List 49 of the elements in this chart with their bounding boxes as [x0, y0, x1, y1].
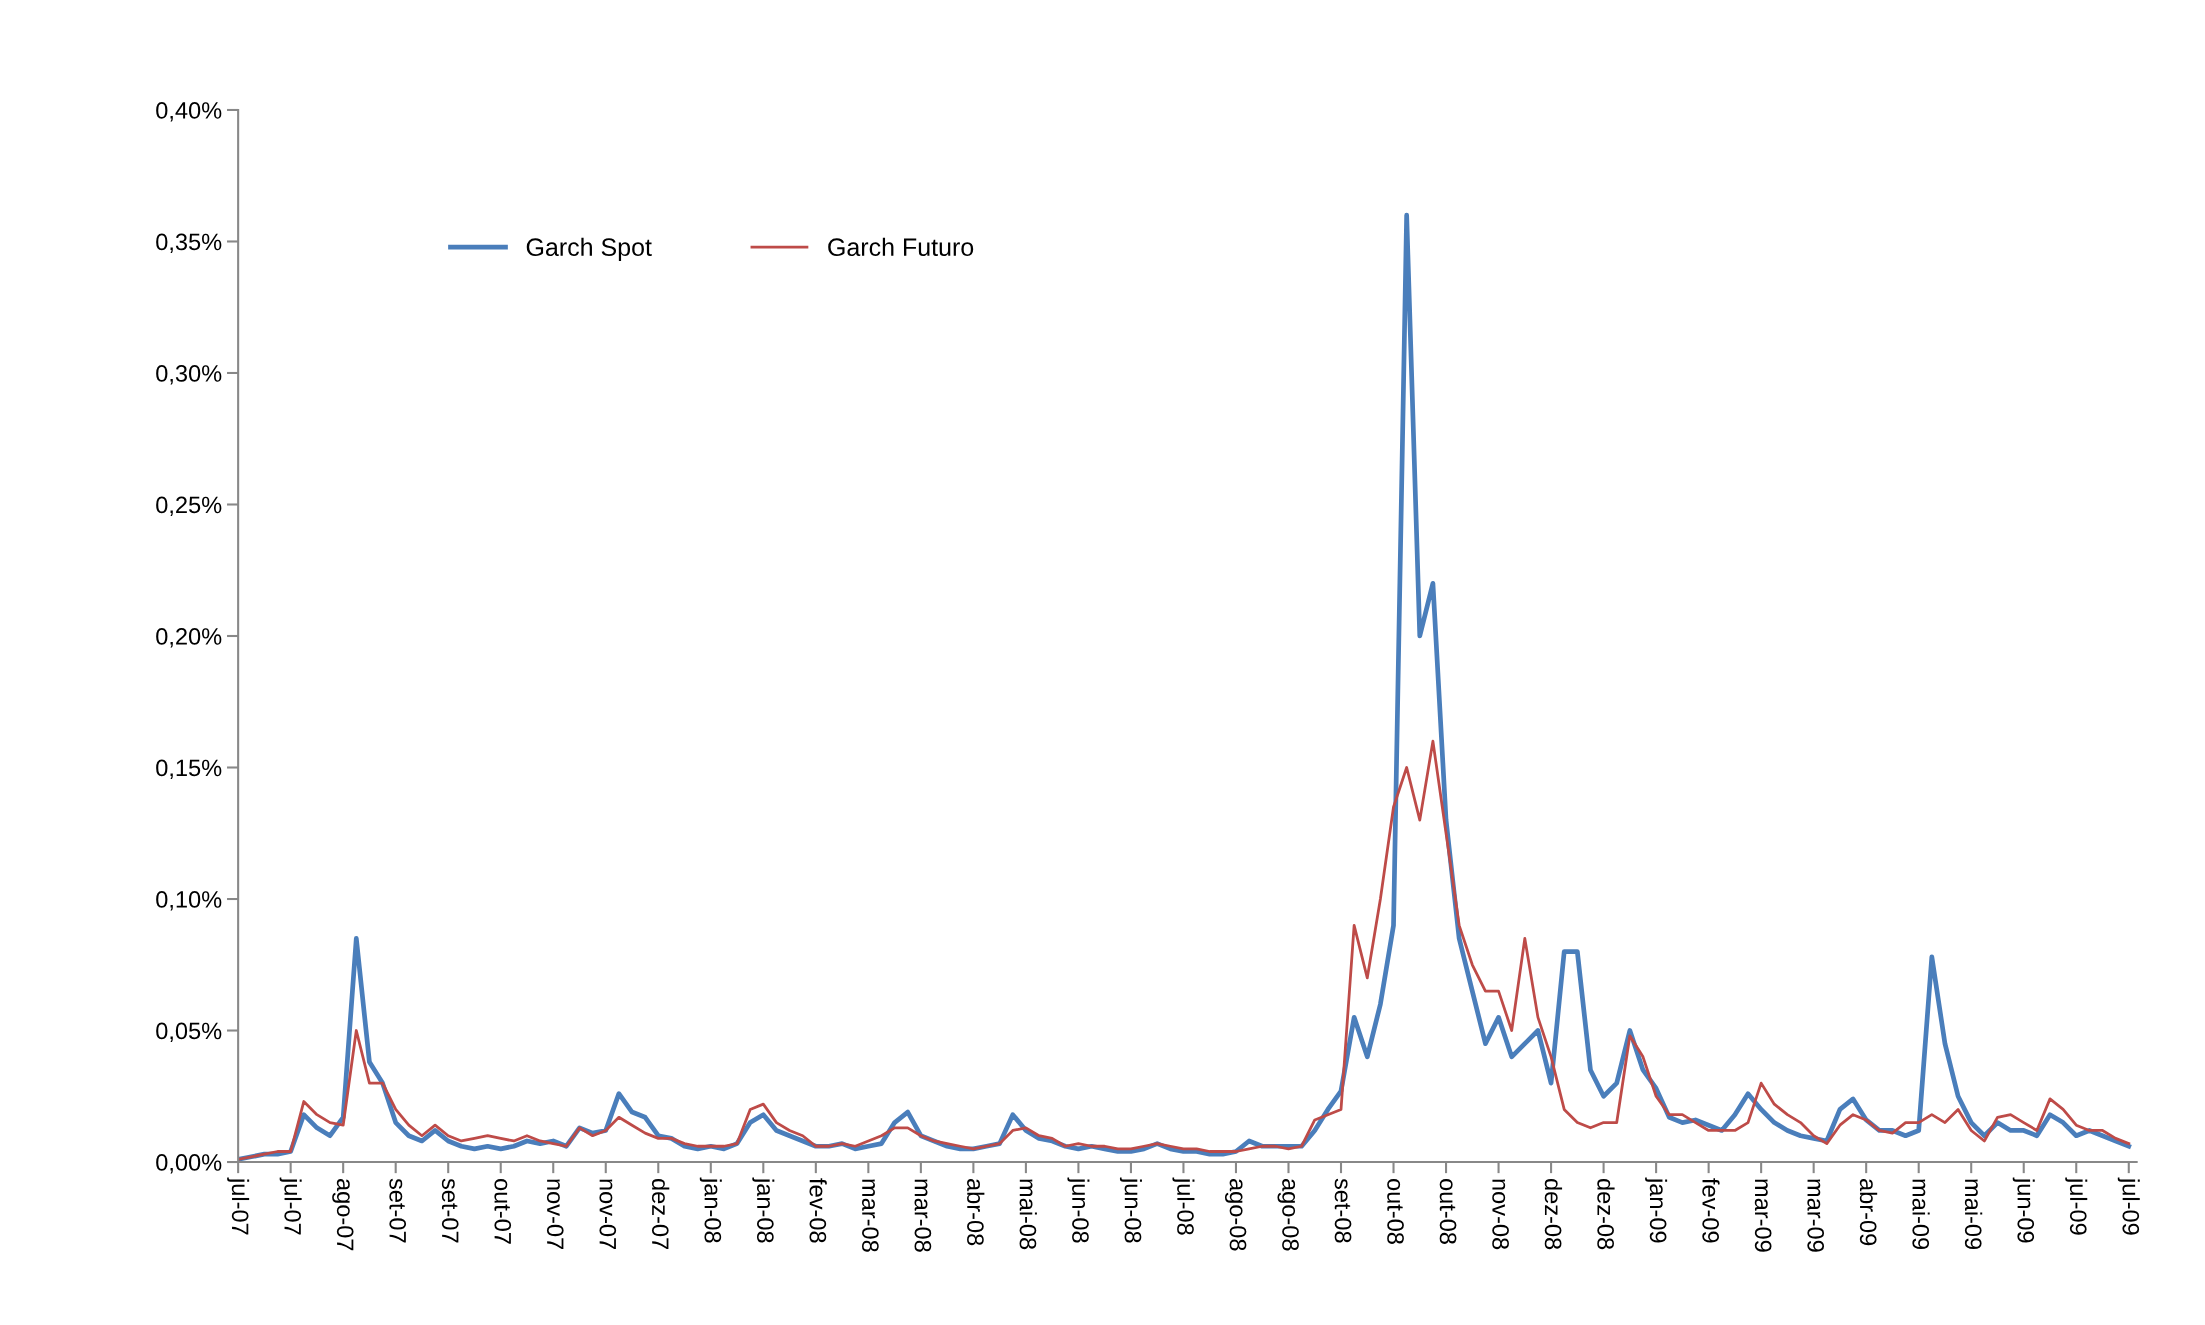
x-tick-label: ago-08	[1277, 1179, 1299, 1251]
y-tick-label: 0,40%	[156, 102, 222, 122]
y-tick-label: 0,10%	[156, 891, 222, 911]
x-tick-label: fev-09	[1702, 1178, 1720, 1243]
x-tick-label: set-07	[389, 1178, 407, 1243]
line-series	[238, 739, 2131, 1161]
x-tick-label: mar-09	[1754, 1179, 1772, 1252]
x-tick-label: out-08	[1439, 1178, 1457, 1244]
y-tick-label: 0,30%	[156, 365, 222, 385]
x-tick-label: jun-08	[1119, 1177, 1142, 1243]
x-tick-label: nov-07	[599, 1179, 617, 1250]
x-tick-label: set-07	[441, 1178, 459, 1243]
y-tick-label: 0,05%	[156, 1022, 222, 1043]
x-tick-label: mai-08	[1019, 1179, 1037, 1250]
x-tick-label: nov-07	[546, 1179, 564, 1250]
y-tick-label: 0,25%	[156, 496, 222, 517]
x-tick-label: jul-09	[2065, 1177, 2088, 1235]
x-tick-label: nov-08	[1492, 1179, 1509, 1250]
y-tick-label: 0,20%	[156, 628, 222, 648]
y-tick-label: 0,15%	[156, 759, 222, 780]
x-tick-label: jul-07	[279, 1177, 302, 1235]
x-tick-label: abr-08	[967, 1179, 985, 1246]
x-tick-label: ago-07	[332, 1179, 354, 1251]
x-tick-label: mai-09	[1964, 1179, 1983, 1250]
x-tick-label: jul-08	[1172, 1177, 1195, 1235]
x-tick-label: jun-09	[2012, 1177, 2035, 1243]
legend-label: Garch Futuro	[828, 237, 974, 257]
x-tick-label: dez-08	[1544, 1178, 1563, 1250]
x-tick-label: jul-07	[227, 1177, 250, 1235]
x-tick-label: jan-08	[752, 1177, 775, 1243]
x-tick-label: set-08	[1334, 1178, 1352, 1243]
x-tick-label: mai-09	[1912, 1179, 1930, 1250]
x-tick-label: jan-08	[699, 1177, 722, 1243]
x-tick-label: jan-09	[1645, 1177, 1668, 1243]
x-tick-label: dez-08	[1597, 1178, 1615, 1250]
x-tick-label: mar-09	[1807, 1179, 1825, 1252]
y-tick-label: 0,00%	[156, 1154, 222, 1174]
x-tick-label: ago-08	[1224, 1179, 1247, 1251]
x-tick-label: out-07	[494, 1178, 512, 1244]
x-tick-label: abr-09	[1859, 1179, 1878, 1246]
x-tick-label: mar-08	[914, 1179, 932, 1252]
x-tick-label: jul-09	[2117, 1177, 2140, 1235]
legend-label: Garch Spot	[526, 237, 652, 261]
x-tick-label: fev-08	[809, 1178, 827, 1243]
x-tick-label: dez-07	[651, 1178, 670, 1250]
x-tick-label: jun-08	[1067, 1177, 1090, 1243]
x-tick-label: mar-08	[862, 1179, 879, 1252]
x-tick-label: out-08	[1387, 1178, 1404, 1244]
y-tick-label: 0,35%	[156, 233, 222, 254]
